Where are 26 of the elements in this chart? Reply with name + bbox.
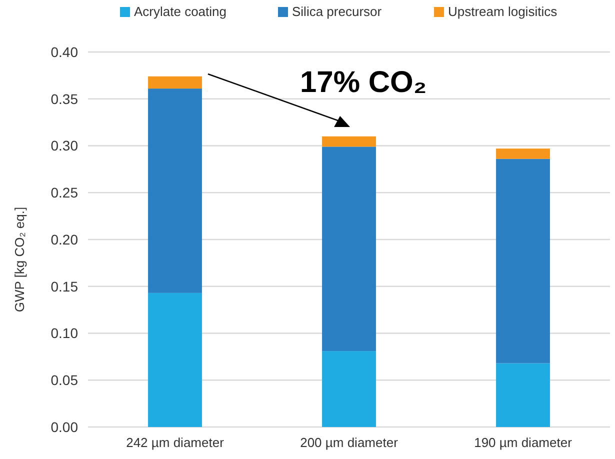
bar	[322, 351, 376, 427]
y-tick-label: 0.00	[50, 418, 78, 435]
annotation: 17% CO₂	[300, 66, 427, 99]
bar	[148, 76, 202, 89]
y-axis-title: GWP [kg CO₂ eq.]	[12, 206, 27, 312]
y-tick-label: 0.15	[50, 278, 78, 294]
bar	[496, 363, 550, 427]
legend-label: Silica precursor	[292, 4, 382, 19]
legend-label: Acrylate coating	[134, 4, 226, 19]
x-tick-label: 200 µm diameter	[300, 435, 399, 450]
y-tick-label: 0.40	[50, 44, 78, 60]
bar	[322, 136, 376, 147]
bar	[148, 292, 202, 427]
x-tick-label: 242 µm diameter	[126, 435, 225, 450]
bar	[496, 148, 550, 159]
legend-label: Upstream logisitics	[448, 4, 558, 19]
y-tick-label: 0.30	[50, 138, 78, 154]
bar	[322, 146, 376, 352]
bar	[148, 88, 202, 293]
y-tick-label: 0.20	[50, 231, 78, 248]
y-tick-label: 0.05	[50, 372, 78, 388]
y-tick-label: 0.25	[50, 184, 78, 201]
y-tick-label: 0.10	[50, 325, 78, 342]
x-tick-label: 190 µm diameter	[474, 435, 573, 450]
y-tick-label: 0.35	[50, 90, 78, 107]
bar	[496, 158, 550, 364]
